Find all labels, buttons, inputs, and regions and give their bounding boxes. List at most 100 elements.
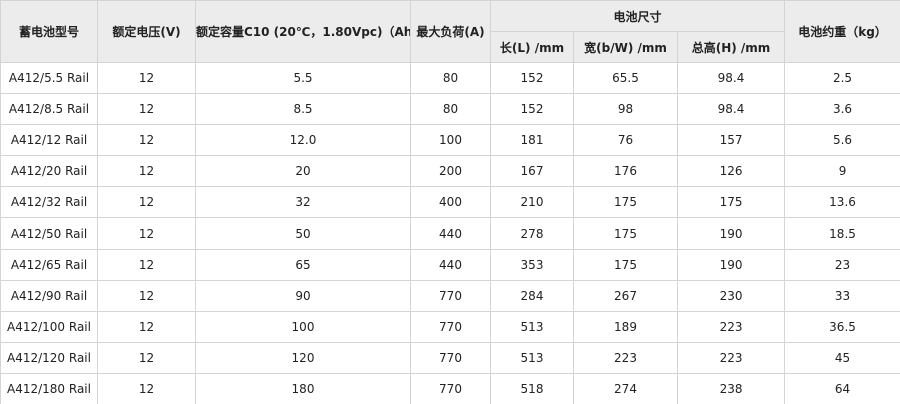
table-cell: 126 (676, 155, 786, 188)
table-cell: 12 (97, 217, 196, 250)
table-cell: 12 (97, 248, 196, 281)
table-cell: 175 (676, 186, 786, 219)
table-cell: 176 (573, 155, 678, 188)
table-cell: 33 (784, 279, 900, 312)
table-cell: 284 (490, 279, 574, 312)
table-cell: 5.6 (784, 124, 900, 157)
header-cell: 蓄电池型号 (0, 0, 98, 63)
table-cell: 12 (97, 155, 196, 188)
table-cell: 32 (195, 186, 411, 219)
table-cell: 8.5 (195, 93, 411, 126)
table-row: A412/12 Rail 12 12.0 100 181 76 157 5.6 (0, 124, 900, 157)
table-cell: A412/100 Rail (0, 310, 98, 343)
table-cell: 20 (195, 155, 411, 188)
table-cell: 13.6 (784, 186, 900, 219)
table-cell: 190 (676, 248, 786, 281)
table-row: A412/8.5 Rail 12 8.5 80 152 98 98.4 3.6 (0, 93, 900, 126)
header-group: 电池尺寸 (489, 0, 786, 32)
table-cell: 98.4 (676, 93, 786, 126)
table-cell: 267 (573, 279, 678, 312)
table-cell: 770 (410, 372, 491, 404)
table-cell: 3.6 (784, 93, 900, 126)
table-cell: 770 (410, 310, 491, 343)
table-cell: 175 (573, 217, 678, 250)
table-cell: 210 (490, 186, 574, 219)
table-cell: 157 (676, 124, 786, 157)
table-cell: 64 (784, 372, 900, 404)
table-cell: 190 (676, 217, 786, 250)
header-sub-cell: 总高(H) /mm (676, 31, 786, 63)
header-cell: 最大负荷(A) (410, 0, 491, 63)
table-row: A412/65 Rail 12 65 440 353 175 190 23 (0, 248, 900, 281)
table-cell: 513 (490, 310, 574, 343)
table-cell: 80 (410, 61, 491, 95)
table-cell: 100 (195, 310, 411, 343)
table-cell: 440 (410, 248, 491, 281)
header-row: 蓄电池型号 额定电压(V) 额定容量C10 (20℃，1.80Vpc)（Ah) … (0, 0, 900, 63)
table-row: A412/120 Rail 12 120 770 513 223 223 45 (0, 341, 900, 374)
table-cell: 65 (195, 248, 411, 281)
table-cell: 400 (410, 186, 491, 219)
table-cell: 9 (784, 155, 900, 188)
table-cell: 2.5 (784, 61, 900, 95)
table-cell: 98 (573, 93, 678, 126)
table-cell: 90 (195, 279, 411, 312)
table-cell: 12 (97, 93, 196, 126)
table-cell: 120 (195, 341, 411, 374)
table-row: A412/32 Rail 12 32 400 210 175 175 13.6 (0, 186, 900, 219)
table-cell: 770 (410, 341, 491, 374)
table-row: A412/20 Rail 12 20 200 167 176 126 9 (0, 155, 900, 188)
table-cell: 223 (573, 341, 678, 374)
table-row: A412/50 Rail 12 50 440 278 175 190 18.5 (0, 217, 900, 250)
table-cell: 5.5 (195, 61, 411, 95)
table-cell: 100 (410, 124, 491, 157)
table-cell: 175 (573, 248, 678, 281)
table-cell: A412/20 Rail (0, 155, 98, 188)
table-cell: 12 (97, 341, 196, 374)
table-cell: 518 (490, 372, 574, 404)
table-cell: 12 (97, 310, 196, 343)
table-header: 蓄电池型号 额定电压(V) 额定容量C10 (20℃，1.80Vpc)（Ah) … (0, 0, 900, 63)
table-cell: 230 (676, 279, 786, 312)
table-cell: 513 (490, 341, 574, 374)
table-cell: 65.5 (573, 61, 678, 95)
table-cell: A412/65 Rail (0, 248, 98, 281)
table-cell: 12 (97, 372, 196, 404)
header-row: 长(L) /mm 宽(b/W) /mm 总高(H) /mm (1, 31, 900, 63)
table-cell: 274 (573, 372, 678, 404)
table-cell: 223 (676, 310, 786, 343)
table-cell: 12 (97, 124, 196, 157)
table-cell: 152 (490, 61, 574, 95)
table-cell: 50 (195, 217, 411, 250)
table-row: A412/100 Rail 12 100 770 513 189 223 36.5 (0, 310, 900, 343)
table-cell: 175 (573, 186, 678, 219)
table-cell: A412/12 Rail (0, 124, 98, 157)
table-cell: 353 (490, 248, 574, 281)
table-cell: 80 (410, 93, 491, 126)
table-body: A412/5.5 Rail 12 5.5 80 152 65.5 98.4 2.5 A412/8… (0, 61, 900, 404)
table-cell: 12 (97, 61, 196, 95)
table-cell: 440 (410, 217, 491, 250)
table-cell: 238 (676, 372, 786, 404)
table-cell: 167 (490, 155, 574, 188)
table-cell: 76 (573, 124, 678, 157)
table-cell: 189 (573, 310, 678, 343)
table-cell: A412/8.5 Rail (0, 93, 98, 126)
table-row: A412/5.5 Rail 12 5.5 80 152 65.5 98.4 2.5 (0, 61, 900, 95)
table-cell: 200 (410, 155, 491, 188)
table-cell: 180 (195, 372, 411, 404)
table-cell: A412/90 Rail (0, 279, 98, 312)
table-cell: 36.5 (784, 310, 900, 343)
table-row: A412/90 Rail 12 90 770 284 267 230 33 (0, 279, 900, 312)
table-cell: 23 (784, 248, 900, 281)
table-cell: 278 (490, 217, 574, 250)
header-cell: 额定容量C10 (20℃，1.80Vpc)（Ah) (195, 0, 411, 63)
table-cell: 770 (410, 279, 491, 312)
table-cell: 18.5 (784, 217, 900, 250)
header-cell: 额定电压(V) (97, 0, 196, 63)
header-cell: 电池约重（kg） (784, 0, 900, 63)
table-cell: 223 (676, 341, 786, 374)
table-cell: A412/5.5 Rail (0, 61, 98, 95)
